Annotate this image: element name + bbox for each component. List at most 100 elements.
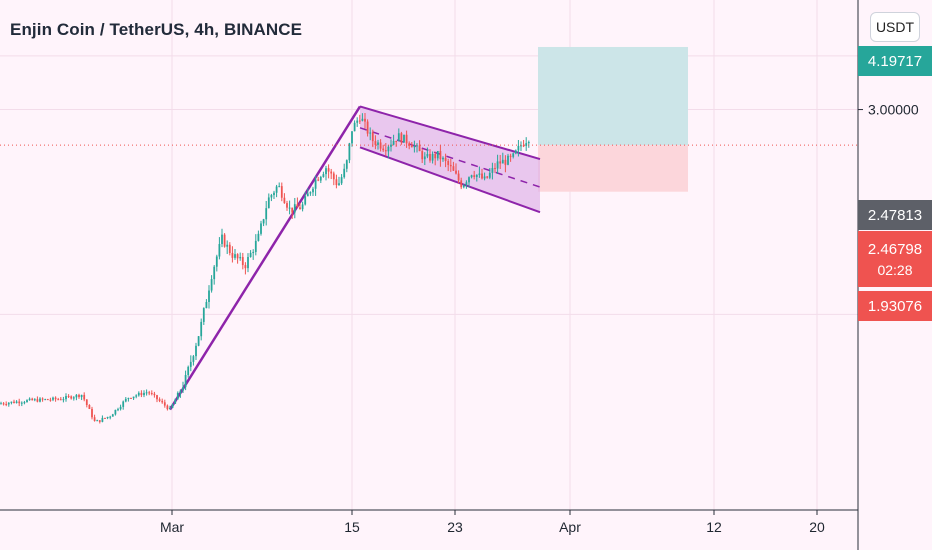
candle-body	[189, 361, 192, 367]
candle-body	[429, 154, 431, 161]
candle-body	[117, 409, 119, 411]
candle-body	[23, 402, 26, 404]
candle-body	[254, 240, 257, 252]
candle-body	[400, 133, 403, 143]
candle-body	[366, 121, 369, 134]
candle-body	[223, 234, 226, 247]
candle-body	[218, 244, 221, 257]
candle-body	[93, 417, 96, 421]
candle-body	[54, 397, 57, 400]
candle-body	[106, 416, 109, 419]
candle-body	[421, 151, 424, 160]
candle-body	[364, 118, 366, 122]
candle-body	[124, 398, 127, 402]
time-tick-label: 23	[447, 519, 463, 535]
candle-body	[512, 153, 515, 157]
channel-upper-line	[359, 105, 541, 161]
target-price-value: 4.19717	[867, 52, 923, 70]
candle-body	[309, 192, 312, 194]
candle-body	[67, 396, 70, 398]
last-price-value: 2.46798	[867, 240, 923, 258]
candle-body	[202, 308, 205, 322]
candle-body	[75, 394, 78, 398]
candle-body	[462, 185, 465, 188]
candle-body	[465, 182, 468, 186]
candle-body	[426, 154, 429, 157]
candle-body	[15, 401, 18, 404]
candle-body	[496, 161, 499, 169]
candle-body	[33, 399, 36, 401]
prev-close-price-tag: 2.47813	[858, 200, 932, 230]
symbol-title[interactable]: Enjin Coin / TetherUS, 4h, BINANCE	[10, 20, 303, 39]
candle-body	[423, 156, 426, 160]
candle-body	[270, 195, 273, 198]
candle-body	[338, 183, 340, 186]
candle-body	[143, 392, 145, 396]
candle-body	[330, 171, 333, 174]
candle-body	[351, 131, 353, 144]
candle-body	[2, 403, 5, 405]
candle-body	[195, 345, 197, 357]
candle-body	[176, 392, 179, 400]
candle-body	[197, 336, 200, 346]
candle-body	[273, 192, 275, 196]
candle-body	[288, 207, 291, 209]
candle-body	[405, 134, 408, 144]
candle-body	[163, 402, 166, 406]
channel-lower-line	[359, 146, 541, 214]
parallel-channel-drawing[interactable]	[168, 105, 541, 411]
candle-body	[447, 160, 450, 165]
risk-reward-position[interactable]	[538, 46, 688, 192]
candle-body	[72, 397, 75, 399]
candle-body	[234, 254, 236, 258]
candle-body	[343, 168, 346, 178]
candle-body	[382, 148, 385, 151]
candle-body	[520, 145, 522, 147]
stop-price-value: 1.93076	[867, 297, 923, 315]
candle-body	[122, 401, 125, 407]
candle-body	[179, 390, 182, 393]
candle-body	[353, 122, 356, 132]
time-tick-label: 15	[344, 519, 360, 535]
candle-body	[332, 173, 335, 180]
candle-body	[171, 403, 174, 408]
candle-body	[265, 208, 268, 220]
time-tick-label: Apr	[559, 519, 581, 535]
candle-body	[397, 133, 400, 142]
time-tick-label: Mar	[160, 519, 184, 535]
time-tick-label: 12	[706, 519, 722, 535]
candle-body	[109, 416, 112, 418]
candle-body	[387, 146, 390, 152]
candle-body	[52, 397, 54, 400]
candle-body	[132, 396, 135, 399]
candle-body	[140, 392, 143, 396]
candle-body	[392, 140, 395, 145]
price-tick-label: 3.00000	[868, 102, 919, 118]
candle-body	[301, 204, 304, 210]
candle-body	[283, 197, 286, 204]
currency-button[interactable]: USDT	[870, 12, 920, 42]
candle-body	[153, 393, 156, 396]
candle-body	[327, 168, 330, 172]
candle-body	[44, 399, 47, 401]
candle-body	[499, 161, 502, 164]
candle-body	[286, 203, 288, 208]
candle-body	[101, 417, 104, 422]
candle-body	[507, 155, 509, 165]
candle-body	[522, 145, 525, 147]
candle-body	[158, 399, 161, 401]
candle-body	[184, 375, 187, 388]
candle-body	[78, 394, 80, 398]
candle-body	[416, 145, 418, 147]
candle-body	[525, 143, 528, 146]
candle-body	[431, 153, 434, 161]
candle-body	[517, 145, 520, 151]
candle-body	[509, 155, 512, 157]
candle-body	[137, 392, 140, 396]
grid-lines	[0, 0, 858, 510]
candle-body	[293, 204, 296, 213]
candle-body	[7, 402, 10, 405]
